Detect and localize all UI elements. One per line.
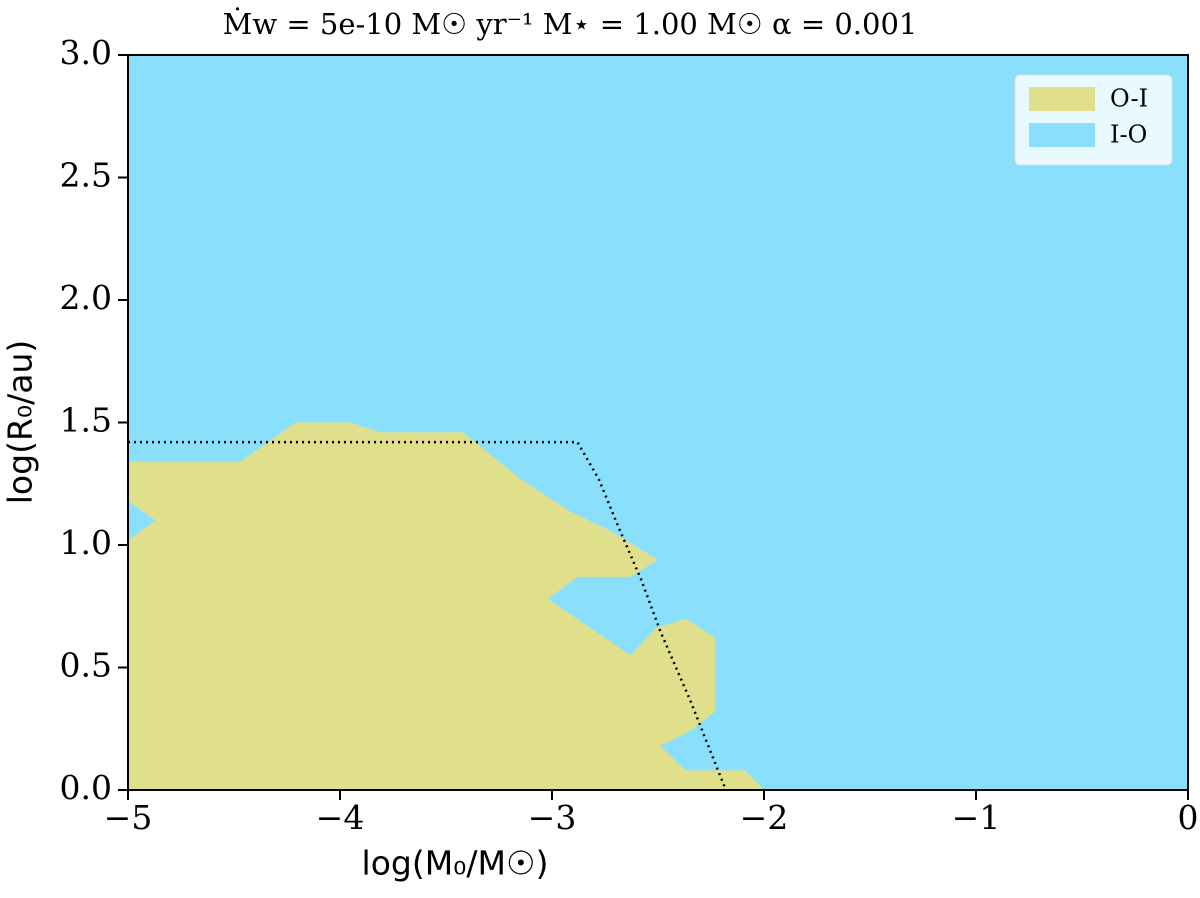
area [128, 422, 764, 790]
y-tick-label: 0.0 [60, 768, 112, 807]
x-tick-label: −2 [740, 798, 789, 837]
line [128, 440, 728, 791]
y-tick-label: 3.0 [60, 33, 112, 72]
legend-swatch [1029, 87, 1095, 111]
y-tick-label: 2.0 [60, 278, 112, 317]
y-tick-label: 1.0 [60, 523, 112, 562]
legend-swatch [1029, 123, 1095, 147]
legend-label: I-O [1110, 121, 1147, 149]
y-axis-label: log(R₀/au) [1, 340, 40, 504]
x-tick-label: −3 [528, 798, 577, 837]
legend-label: O-I [1110, 85, 1148, 113]
chart-title: Ṁw = 5e-10 M☉ yr⁻¹ M⋆ = 1.00 M☉ α = 0.00… [223, 6, 918, 41]
x-tick-label: −1 [952, 798, 1001, 837]
x-axis-label: log(M₀/M☉) [362, 844, 549, 883]
x-tick-label: 0 [1178, 798, 1199, 837]
y-tick-label: 0.5 [60, 646, 112, 685]
y-tick-label: 1.5 [60, 401, 112, 440]
x-tick-label: −4 [316, 798, 365, 837]
x-tick-label: −5 [104, 798, 153, 837]
y-tick-label: 2.5 [60, 156, 112, 195]
